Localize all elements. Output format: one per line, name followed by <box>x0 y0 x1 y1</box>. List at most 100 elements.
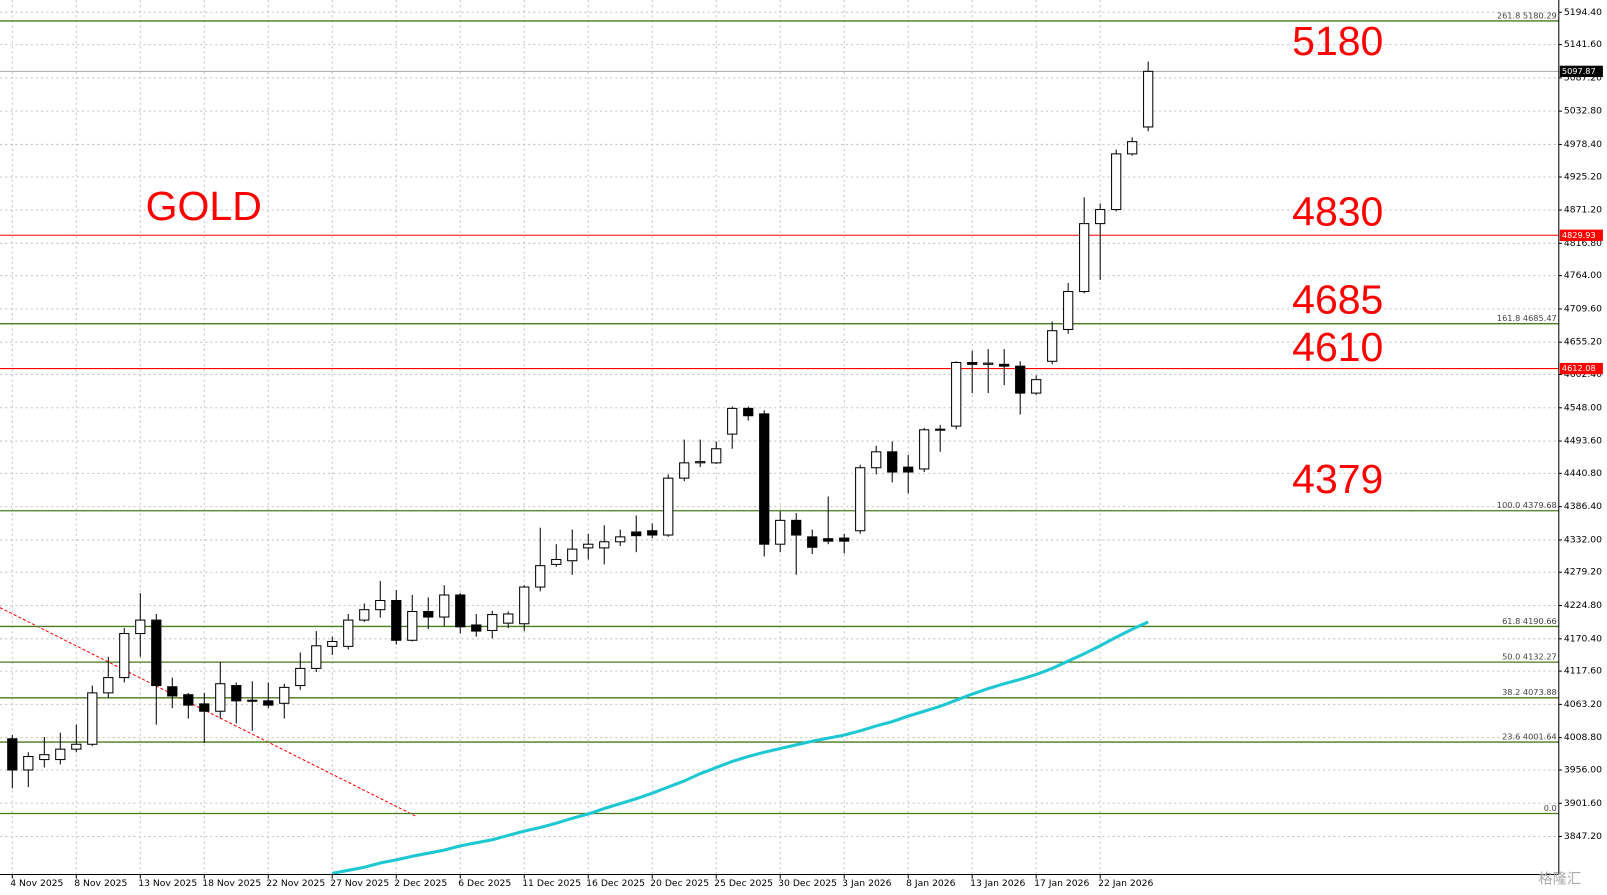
x-tick-label: 2 Dec 2025 <box>394 878 447 889</box>
candle-body <box>487 614 498 631</box>
x-tick-label: 18 Nov 2025 <box>202 878 261 889</box>
x-tick-label: 25 Dec 2025 <box>714 878 773 889</box>
fib-label: 261.8 5180.29 <box>1497 10 1557 20</box>
x-tick-label: 20 Dec 2025 <box>650 878 709 889</box>
price-tag <box>1559 229 1603 241</box>
candle-body <box>1079 223 1090 293</box>
y-tick-label: 5194.40 <box>1564 7 1602 18</box>
fib-label: 61.8 4190.66 <box>1502 616 1557 626</box>
fib-label: 50.0 4132.27 <box>1502 651 1557 661</box>
y-tick-label: 4871.20 <box>1564 205 1602 216</box>
candle-body <box>183 694 194 706</box>
candle-body <box>103 677 114 694</box>
x-tick-label: 6 Dec 2025 <box>458 878 511 889</box>
candle-body <box>7 738 18 771</box>
candle-body <box>583 543 594 549</box>
y-tick-label: 4224.80 <box>1564 600 1602 611</box>
y-tick-label: 4170.40 <box>1564 633 1602 644</box>
y-tick-label: 5032.80 <box>1564 106 1602 117</box>
candle-body <box>823 538 834 542</box>
marks <box>7 61 1154 875</box>
price-tag-label: 4829.93 <box>1562 230 1596 240</box>
candle-body <box>535 565 546 588</box>
levels <box>0 20 1559 815</box>
y-tick-label: 4925.20 <box>1564 171 1602 182</box>
x-tick-label: 13 Jan 2026 <box>970 878 1025 889</box>
x-tick-label: 22 Jan 2026 <box>1098 878 1153 889</box>
annotation: 4379 <box>1292 456 1383 502</box>
candle-body <box>615 536 626 543</box>
candle-body <box>951 361 962 427</box>
y-tick-label: 4386.40 <box>1564 501 1602 512</box>
candle-body <box>1127 141 1138 155</box>
candle-body <box>791 519 802 536</box>
candle-body <box>519 586 530 625</box>
annotation: 4610 <box>1292 324 1383 370</box>
candle-body <box>71 743 82 750</box>
candle-body <box>663 477 674 536</box>
candle-body <box>503 613 514 624</box>
y-tick-label: 4063.20 <box>1564 699 1602 710</box>
candle-body <box>887 451 898 473</box>
candle-body <box>167 686 178 697</box>
y-tick-label: 4816.80 <box>1564 238 1602 249</box>
candle-body <box>1095 209 1106 225</box>
candle-body <box>247 699 258 702</box>
candle-body <box>1111 153 1122 211</box>
annotation: 4830 <box>1292 188 1383 234</box>
candle-body <box>407 610 418 641</box>
candle-body <box>631 531 642 537</box>
x-tick-label: 11 Dec 2025 <box>522 878 581 889</box>
y-tick-label: 4440.80 <box>1564 468 1602 479</box>
x-tick-label: 3 Jan 2026 <box>842 878 892 889</box>
fib-label: 23.6 4001.64 <box>1502 731 1557 741</box>
x-tick-label: 8 Jan 2026 <box>906 878 956 889</box>
y-tick-label: 4279.20 <box>1564 567 1602 578</box>
candle-body <box>55 748 66 761</box>
candle-body <box>327 640 338 647</box>
candle-body <box>215 683 226 712</box>
y-tick-label: 4332.00 <box>1564 534 1602 545</box>
y-tick-label: 5141.60 <box>1564 39 1602 50</box>
trend-line <box>0 607 416 817</box>
y-tick-label: 4493.60 <box>1564 436 1602 447</box>
candle-body <box>775 519 786 545</box>
candle-body <box>551 558 562 565</box>
candle-body <box>151 619 162 687</box>
y-tick-label: 4548.00 <box>1564 402 1602 413</box>
candle-body <box>919 429 930 470</box>
candle-body <box>135 619 146 635</box>
candle-body <box>839 537 850 542</box>
candle-body <box>343 619 354 647</box>
annotation: GOLD <box>146 183 262 229</box>
candle-body <box>471 624 482 632</box>
x-tick-label: 8 Nov 2025 <box>74 878 127 889</box>
candle-body <box>279 686 290 704</box>
x-tick-label: 22 Nov 2025 <box>266 878 325 889</box>
x-tick-label: 27 Nov 2025 <box>330 878 389 889</box>
candle-body <box>727 407 738 435</box>
y-tick-label: 4764.00 <box>1564 270 1602 281</box>
candle-body <box>695 461 706 464</box>
candle-body <box>711 448 722 464</box>
moving-average <box>331 620 1149 875</box>
candle-body <box>1015 365 1026 394</box>
candle-body <box>903 466 914 473</box>
candle-body <box>199 703 210 712</box>
candle-body <box>983 362 994 365</box>
y-tick-label: 4709.60 <box>1564 303 1602 314</box>
candle-body <box>231 685 242 702</box>
candle-body <box>1063 291 1074 330</box>
y-tick-label: 4117.60 <box>1564 666 1602 677</box>
candle-body <box>999 363 1010 367</box>
x-tick-label: 4 Nov 2025 <box>10 878 63 889</box>
y-tick-label: 4008.80 <box>1564 732 1602 743</box>
fib-label: 100.0 4379.68 <box>1497 500 1557 510</box>
candle-body <box>311 645 322 669</box>
y-tick-label: 4602.40 <box>1564 369 1602 380</box>
candle-body <box>743 407 754 417</box>
x-tick-label: 13 Nov 2025 <box>138 878 197 889</box>
labels: 5194.40 5141.60 5087.20 5032.80 4978.40 4925.… <box>10 7 1603 889</box>
